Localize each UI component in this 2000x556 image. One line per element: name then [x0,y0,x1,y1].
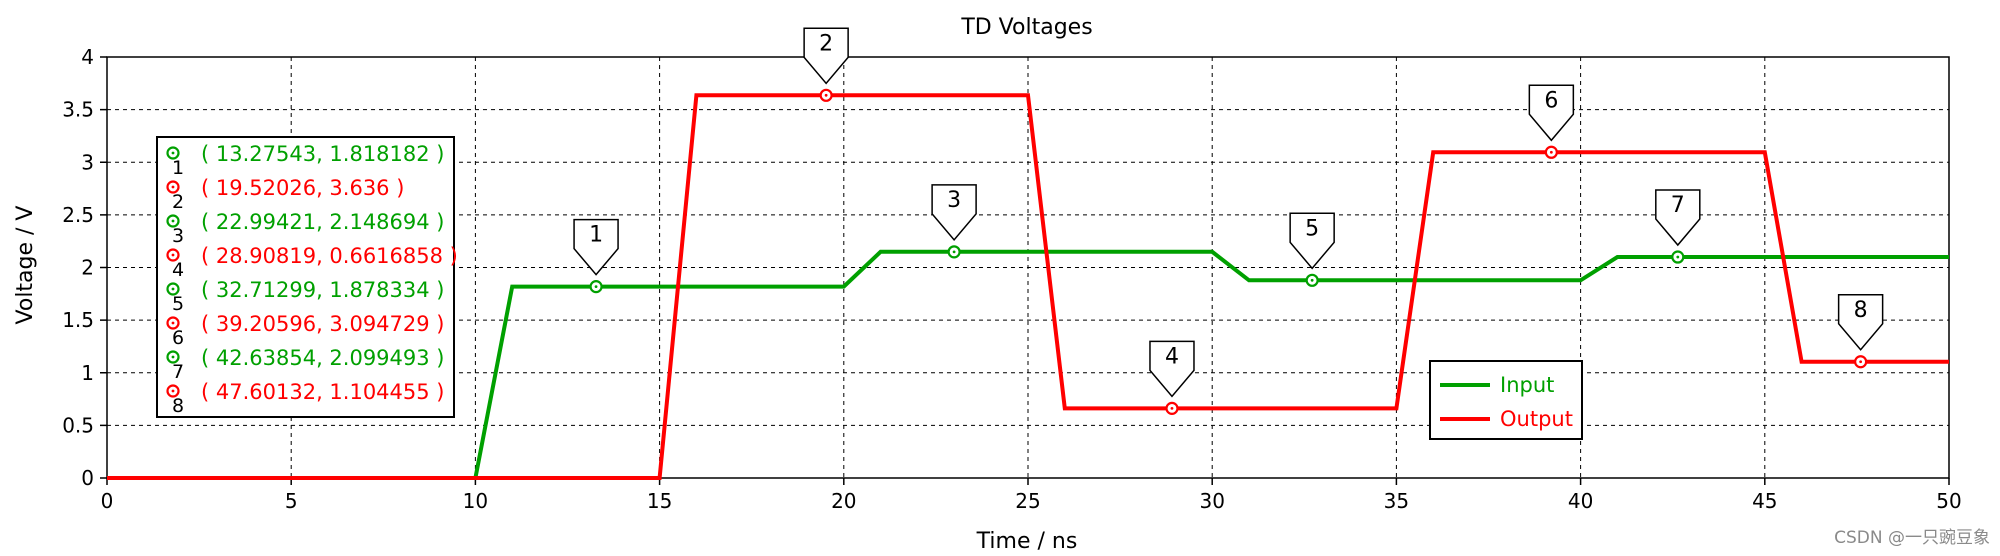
cursor-row-number: 4 [172,259,184,281]
marker-callout-flag [1528,84,1575,142]
cursor-row-number: 6 [172,327,184,349]
markers[interactable]: 1 2 3 4 5 6 7 8 [573,27,1884,415]
cursor-row-value: ( 42.63854, 2.099493 ) [201,346,445,370]
cursor-row-icon-center [171,253,175,257]
marker-5[interactable]: 5 [1289,212,1335,287]
legend-label-input: Input [1500,373,1554,397]
x-tick-label: 15 [647,489,672,513]
x-axis-label: Time / ns [976,529,1078,554]
marker-number: 3 [947,188,961,213]
watermark: CSDN @一只豌豆象 [1834,528,1990,548]
marker-4[interactable]: 4 [1149,340,1195,415]
marker-callout-flag [1149,340,1195,398]
cursor-row-value: ( 22.99421, 2.148694 ) [201,210,445,234]
cursor-row-icon-center [171,321,175,325]
marker-8[interactable]: 8 [1837,294,1884,369]
x-tick-label: 20 [831,489,856,513]
cursor-readout-box: 1 ( 13.27543, 1.818182 ) 2 ( 19.52026, 3.63… [156,136,458,418]
series-output-line [107,93,1949,480]
marker-callout-flag [1837,294,1884,351]
y-tick-label: 1.5 [62,308,94,332]
cursor-row-icon-center [171,355,175,359]
marker-callout-flag [931,184,977,242]
y-tick-label: 3 [81,150,94,174]
marker-2[interactable]: 2 [803,27,849,102]
x-tick-label: 50 [1936,489,1961,513]
cursor-row-value: ( 13.27543, 1.818182 ) [201,142,445,166]
cursor-row-icon-center [171,389,175,393]
x-tick-label: 25 [1015,489,1040,513]
marker-number: 4 [1165,344,1179,369]
marker-number: 2 [819,31,833,56]
chart-title: TD Voltages [960,15,1092,40]
cursor-row-value: ( 39.20596, 3.094729 ) [201,312,445,336]
legend-label-output: Output [1500,407,1573,431]
marker-point-center [952,250,956,254]
x-tick-label: 45 [1752,489,1777,513]
marker-callout-flag [573,218,619,276]
cursor-row-value: ( 32.71299, 1.878334 ) [201,278,445,302]
marker-number: 8 [1854,298,1868,323]
x-tick-label: 10 [463,489,488,513]
cursor-row-number: 2 [172,191,184,213]
series-lines [107,93,1949,480]
cursor-row-number: 7 [172,361,184,383]
cursor-row-value: ( 19.52026, 3.636 ) [201,176,404,200]
marker-callout-flag [1289,212,1335,270]
marker-point-center [1676,255,1680,259]
marker-callout-flag [803,27,849,85]
marker-number: 5 [1305,216,1319,241]
marker-number: 7 [1671,193,1685,218]
marker-1[interactable]: 1 [573,218,619,294]
x-tick-label: 30 [1199,489,1224,513]
x-tick-label: 0 [101,489,114,513]
marker-3[interactable]: 3 [931,184,977,259]
y-tick-label: 4 [81,45,94,69]
cursor-row-icon-center [171,185,175,189]
cursor-row-icon-center [171,151,175,155]
y-tick-label: 1 [81,361,94,385]
marker-7[interactable]: 7 [1655,189,1701,264]
marker-point-center [1859,360,1863,364]
marker-number: 6 [1544,88,1558,113]
marker-point-center [1310,278,1314,282]
y-tick-label: 2.5 [62,203,94,227]
marker-callout-flag [1655,189,1701,247]
y-tick-label: 2 [81,256,94,280]
y-tick-label: 0 [81,466,94,490]
marker-point-center [824,93,828,97]
marker-point-center [594,285,598,289]
cursor-row-number: 5 [172,293,184,315]
y-axis-label: Voltage / V [13,206,38,325]
legend-frame [1429,360,1583,440]
marker-point-center [1170,406,1174,410]
cursor-row-value: ( 47.60132, 1.104455 ) [201,380,445,404]
cursor-row-number: 1 [172,157,184,179]
x-tick-label: 5 [285,489,298,513]
marker-6[interactable]: 6 [1528,84,1575,159]
x-tick-label: 40 [1568,489,1593,513]
cursor-row-icon-center [171,287,175,291]
y-tick-label: 3.5 [62,98,94,122]
x-tick-label: 35 [1384,489,1409,513]
cursor-row-icon-center [171,219,175,223]
legend: Input Output [1429,360,1583,440]
cursor-box-frame [156,136,455,418]
marker-point-center [1549,150,1553,154]
cursor-row-value: ( 28.90819, 0.6616858 ) [201,244,458,268]
cursor-row-number: 3 [172,225,184,247]
marker-number: 1 [589,223,603,248]
cursor-row-number: 8 [172,395,184,417]
y-tick-label: 0.5 [62,413,94,437]
